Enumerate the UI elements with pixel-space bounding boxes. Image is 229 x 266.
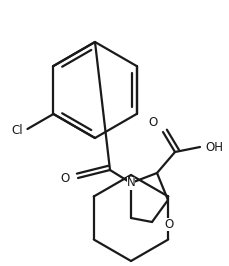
Text: O: O (60, 172, 70, 185)
Text: O: O (163, 218, 172, 231)
Text: OH: OH (204, 140, 222, 153)
Text: N: N (126, 177, 135, 189)
Text: Cl: Cl (12, 123, 23, 136)
Text: O: O (148, 116, 157, 129)
